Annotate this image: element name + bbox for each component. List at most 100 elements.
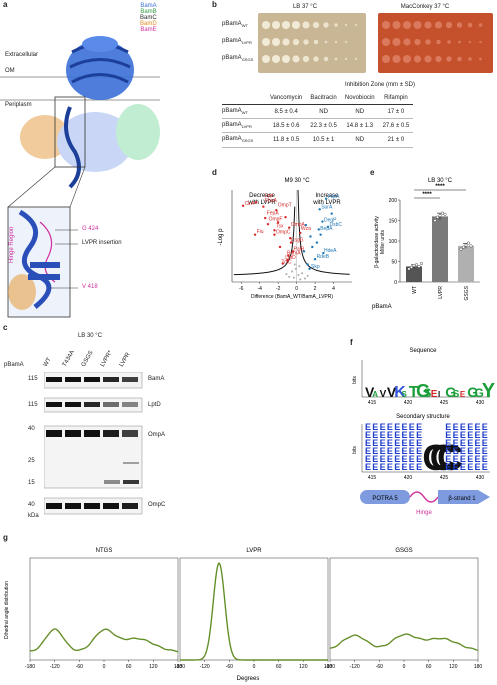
ss-letter: E — [482, 422, 488, 432]
ss-letter: E — [475, 430, 481, 440]
ss-letter: E — [460, 446, 466, 456]
legend-entry: BamA — [140, 3, 157, 9]
volcano-point — [285, 273, 288, 276]
logo-letter: I — [438, 390, 440, 399]
volcano-label: RdeB — [317, 254, 330, 260]
volcano-point — [254, 201, 258, 204]
ss-letter: E — [394, 462, 400, 472]
ss-letter: E — [482, 430, 488, 440]
bar-dot — [433, 219, 437, 223]
annot-lvpr-insertion: LVPR insertion — [82, 240, 122, 246]
colony-spot — [282, 38, 290, 46]
blot-band — [84, 430, 100, 437]
colony-spot — [344, 23, 348, 27]
colony-spot — [302, 55, 310, 63]
x-tick-label: -6 — [239, 286, 244, 292]
bar-dot — [410, 265, 414, 269]
bar-title: LB 30 °C — [428, 178, 453, 184]
blot-label-lptd: LptD — [148, 402, 161, 408]
blot-band — [46, 503, 62, 509]
ss-tick: 420 — [404, 475, 413, 481]
colony-spot — [381, 37, 391, 47]
ss-letter: E — [475, 462, 481, 472]
ss-letter: E — [453, 446, 459, 456]
volcano-point — [326, 225, 330, 228]
lane-label: WT — [42, 356, 53, 368]
blot-row-title: pBamA — [4, 362, 24, 368]
col-novobiocin: Novobiocin — [340, 92, 379, 105]
colony-spot — [292, 55, 300, 63]
volcano-label: SurA — [321, 204, 333, 210]
volcano-label: TolC — [282, 259, 292, 265]
volcano-xlabel: Difference (BamA_WT/BamA_LVPR) — [251, 294, 333, 300]
panel-a-legend: BamA BamB BamC BamD BamE — [140, 3, 157, 33]
bar-dot — [415, 263, 419, 267]
blot-band — [84, 377, 100, 382]
bar-dot — [420, 262, 424, 266]
volcano-point — [304, 223, 308, 227]
x-tick-label: 0 — [103, 664, 106, 670]
volcano-title: M9 30 °C — [284, 178, 310, 184]
volcano-point — [301, 272, 304, 275]
logo-tick: 420 — [404, 400, 413, 406]
x-tick-label: 120 — [299, 664, 308, 670]
x-tick-label: -60 — [226, 664, 233, 670]
x-tick-label: 4 — [332, 286, 335, 292]
colony-spot — [334, 23, 338, 27]
logo-tick: 415 — [368, 400, 377, 406]
volcano-point — [262, 205, 265, 208]
ss-letter: E — [394, 438, 400, 448]
ss-letter: E — [453, 430, 459, 440]
domain-potra5 — [360, 490, 410, 504]
volcano-label: Skp — [311, 264, 320, 270]
ss-letter: E — [372, 446, 378, 456]
ss-letter: E — [365, 454, 371, 464]
ss-letter: E — [416, 454, 422, 464]
volcano-point — [317, 228, 320, 231]
logo-letter: E — [460, 390, 466, 399]
marker-115a: 115 — [28, 376, 38, 382]
ss-letter: E — [467, 462, 473, 472]
volcano-point — [306, 274, 309, 277]
ss-letter: E — [402, 454, 408, 464]
dihedral-title: LVPR — [246, 548, 262, 554]
table-row: pBamALVPR 18.5 ± 0.6 22.3 ± 0.5 14.8 ± 1.3… — [222, 118, 414, 134]
logo-letter: V — [387, 384, 397, 400]
blot-label-bama: BamA — [148, 376, 165, 382]
region-om: OM — [5, 68, 15, 74]
ss-letter: E — [475, 454, 481, 464]
zoom-box — [54, 96, 86, 168]
x-tick-label: 0 — [253, 664, 256, 670]
colony-spot — [302, 21, 310, 29]
volcano-point — [289, 241, 293, 244]
volcano-label: OmpC — [276, 230, 291, 236]
colony-spot — [271, 37, 281, 47]
volcano-point — [275, 208, 278, 212]
bar-dot — [461, 245, 465, 249]
bar-dot — [440, 211, 444, 215]
seq-title: Sequence — [409, 348, 437, 354]
annot-v418: V 418 — [82, 284, 98, 290]
volcano-point — [281, 262, 284, 265]
logo-letter: G — [467, 384, 478, 400]
plate-title-lb: LB 37 °C — [292, 4, 318, 10]
bits-label: bits — [352, 446, 358, 454]
marker-40a: 40 — [28, 426, 35, 432]
colony-spot — [344, 57, 348, 61]
blot-band — [103, 430, 119, 437]
volcano-label: LptD — [285, 255, 296, 261]
bar-dot — [407, 267, 411, 271]
volcano-point — [284, 215, 287, 219]
logo-letter: G — [416, 381, 430, 401]
lane-label: LVPR* — [99, 349, 114, 368]
colony-spot — [435, 55, 442, 63]
colony-spot — [381, 20, 391, 30]
colony-spot — [467, 22, 473, 28]
ss-letter: E — [387, 446, 393, 456]
volcano-point — [241, 204, 245, 207]
volcano-label: Lpp — [265, 193, 274, 199]
marker-25: 25 — [28, 458, 35, 464]
dihedral-xlabel: Degrees — [237, 676, 260, 682]
